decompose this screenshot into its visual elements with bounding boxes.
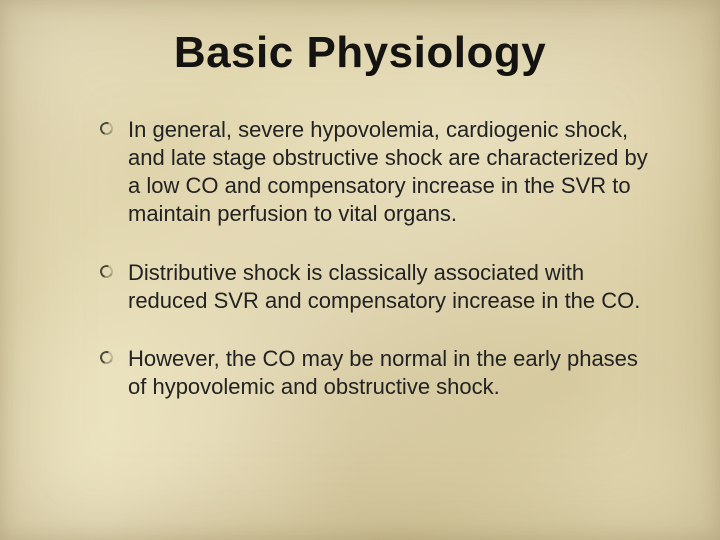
slide-title: Basic Physiology (60, 28, 660, 78)
bullet-list: In general, severe hypovolemia, cardioge… (60, 116, 660, 401)
slide: Basic Physiology In general, severe hypo… (0, 0, 720, 540)
list-item: In general, severe hypovolemia, cardioge… (100, 116, 660, 229)
list-item: However, the CO may be normal in the ear… (100, 345, 660, 401)
list-item: Distributive shock is classically associ… (100, 259, 660, 315)
